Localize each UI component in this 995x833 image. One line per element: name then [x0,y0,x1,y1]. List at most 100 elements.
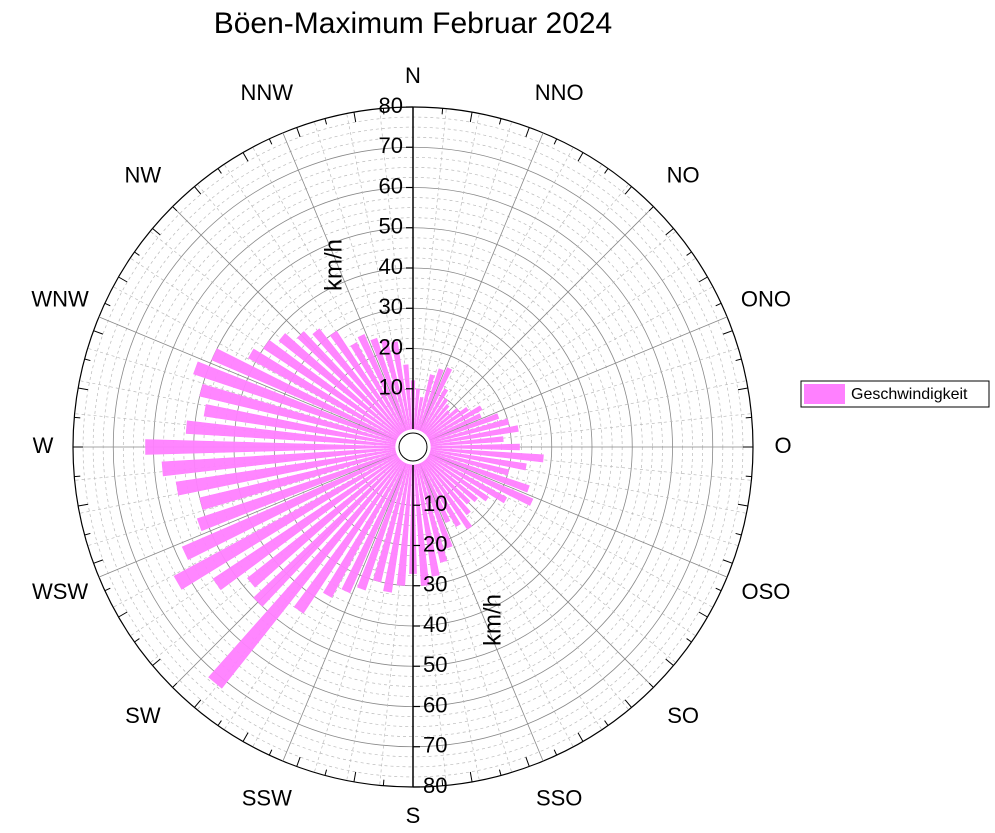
bar [381,339,410,431]
direction-label: S [406,803,421,828]
bar [312,328,403,434]
bar [430,449,527,471]
bar [426,407,460,437]
outer-tick [698,276,708,283]
outer-tick [577,732,584,742]
outer-tick [353,112,357,123]
outer-tick [78,387,89,391]
spoke [425,206,654,435]
outer-tick [715,587,722,592]
bar [430,447,544,463]
bar [429,418,510,444]
legend: Geschwindigkeit [800,380,990,408]
bar [211,348,398,441]
direction-label: SO [667,703,699,728]
outer-tick [441,779,444,786]
outer-tick [624,186,632,195]
bar [173,455,399,590]
bar [391,341,411,430]
bar [429,413,500,442]
outer-tick [665,658,674,666]
outer-tick [722,330,733,335]
bar [427,455,508,504]
y-tick-label: 70 [379,133,403,158]
bar [430,443,520,451]
outer-tick [134,251,140,256]
direction-label: ONO [741,287,791,312]
outer-tick [242,152,249,162]
bar [323,461,405,598]
bar [429,452,530,493]
y-tick-label: 40 [379,254,403,279]
y-tick-label: 10 [423,491,447,516]
y-tick-label: 40 [423,612,447,637]
outer-tick [525,127,530,138]
bar [145,439,396,455]
direction-label: NNW [241,80,294,105]
spoke [282,463,407,762]
outer-tick [382,108,385,115]
bar [423,404,450,434]
bar [247,457,400,588]
outer-tick [577,152,584,162]
bar [396,464,413,586]
bar [212,456,399,591]
outer-tick [74,475,81,478]
bar [418,463,453,549]
bar [199,450,397,511]
y-tick-label: 80 [379,93,403,118]
bar [357,334,407,432]
outer-tick [525,756,530,767]
outer-tick [217,168,222,174]
direction-label: WSW [32,579,88,604]
bar [181,453,398,560]
outer-tick [194,186,202,195]
y-tick-label: 10 [379,375,403,400]
bar [426,457,479,503]
y-tick-label: 20 [423,531,447,556]
y-tick-label: 80 [423,773,447,798]
direction-label: SSO [536,786,582,811]
bar [161,447,396,477]
bar [413,464,430,586]
y-tick-label: 70 [423,733,447,758]
outer-tick [469,771,473,782]
direction-label: NW [125,163,162,188]
bar [419,367,453,432]
outer-tick [194,699,202,708]
bar [253,458,402,607]
outer-tick [686,638,692,643]
y-tick-label: 60 [423,692,447,717]
y-tick-label: 30 [423,572,447,597]
bar [329,330,404,433]
axis-label: km/h [320,239,347,291]
outer-tick [498,118,502,125]
outer-tick [715,302,722,307]
outer-tick [242,732,249,742]
bar [350,342,405,433]
bar [428,453,534,506]
spoke [419,132,544,431]
bar [418,368,444,431]
center-hole [398,432,428,462]
outer-tick [735,532,742,536]
bar [199,383,397,444]
direction-label: NO [667,163,700,188]
bar [203,404,396,445]
bar [297,331,402,436]
y-tick-label: 60 [379,173,403,198]
outer-tick [624,699,632,708]
bar [383,464,411,593]
y-tick-label: 20 [379,334,403,359]
outer-tick [686,251,692,256]
y-tick-label: 50 [423,652,447,677]
bars [145,328,544,689]
direction-label: NNO [535,80,584,105]
direction-label: N [405,63,421,88]
bar [370,337,408,431]
bar [424,410,450,436]
spoke [98,316,397,441]
outer-tick [172,682,178,688]
spoke [419,463,544,762]
